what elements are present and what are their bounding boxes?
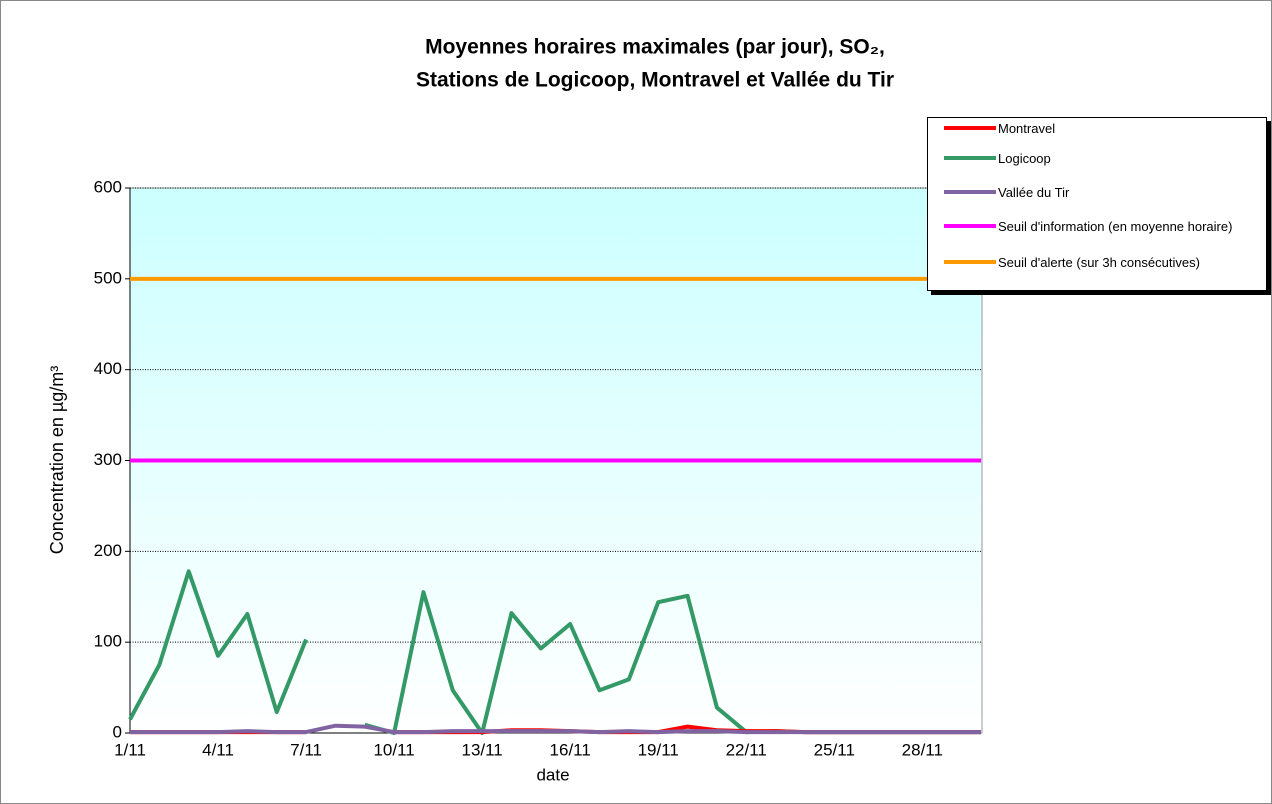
- x-tick-label: 10/11: [373, 740, 414, 759]
- x-tick-label: 7/11: [290, 740, 322, 759]
- y-tick-label: 0: [113, 722, 122, 741]
- series-line: [130, 723, 981, 735]
- legend-label: Vallée du Tir: [998, 185, 1070, 200]
- y-tick-label: 400: [94, 359, 122, 378]
- legend-item: Montravel: [928, 121, 1258, 136]
- y-tick-label: 100: [94, 632, 122, 651]
- legend-swatch: [944, 156, 996, 160]
- legend: Montravel Logicoop Vallée du Tir Seuil d'in…: [927, 117, 1267, 291]
- y-axis-label: Concentration en µg/m³: [47, 366, 67, 554]
- chart-title: Moyennes horaires maximales (par jour), …: [425, 36, 885, 59]
- legend-item: Seuil d'alerte (sur 3h consécutives): [928, 255, 1258, 270]
- legend-label: Seuil d'information (en moyenne horaire): [998, 219, 1233, 234]
- legend-item: Logicoop: [928, 151, 1258, 166]
- chart-title: Stations de Logicoop, Montravel et Vallé…: [416, 69, 894, 92]
- legend-swatch: [944, 190, 996, 194]
- legend-item: Seuil d'information (en moyenne horaire): [928, 219, 1258, 234]
- x-tick-label: 1/11: [114, 740, 146, 759]
- y-tick-label: 300: [94, 450, 122, 469]
- legend-swatch: [944, 224, 996, 228]
- legend-label: Montravel: [998, 121, 1056, 136]
- x-tick-label: 16/11: [550, 740, 591, 759]
- x-tick-label: 22/11: [726, 740, 767, 759]
- x-tick-label: 25/11: [814, 740, 855, 759]
- x-axis-label: date: [536, 765, 569, 784]
- y-tick-label: 200: [94, 541, 122, 560]
- x-tick-label: 28/11: [902, 740, 943, 759]
- y-tick-label: 500: [94, 268, 122, 287]
- y-tick-label: 600: [94, 177, 122, 196]
- x-tick-label: 4/11: [202, 740, 234, 759]
- legend-item: Vallée du Tir: [928, 185, 1258, 200]
- legend-swatch: [944, 126, 996, 130]
- legend-swatch: [944, 260, 996, 264]
- legend-label: Logicoop: [998, 151, 1051, 166]
- x-tick-label: 19/11: [638, 740, 679, 759]
- legend-label: Seuil d'alerte (sur 3h consécutives): [998, 255, 1200, 270]
- x-tick-label: 13/11: [461, 740, 502, 759]
